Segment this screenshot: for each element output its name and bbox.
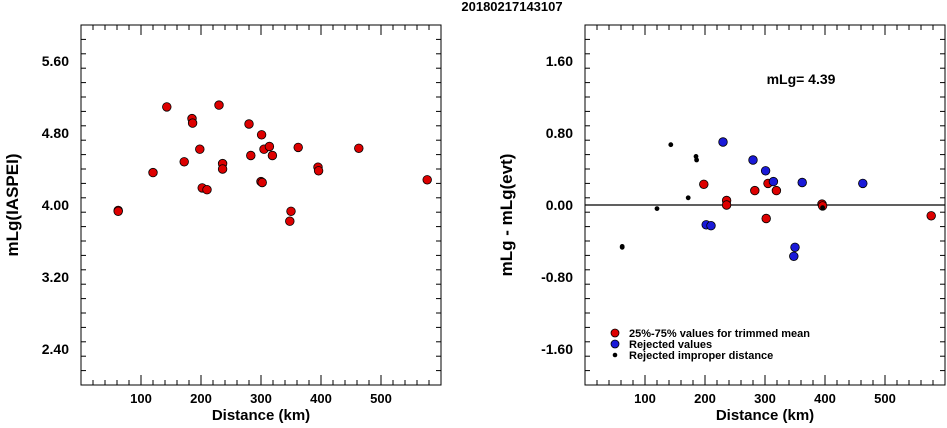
data-point [354, 143, 364, 154]
data-point [797, 177, 807, 188]
x-tick-label: 400 [310, 391, 332, 406]
mlg-annotation: mLg= 4.39 [767, 71, 836, 87]
data-point [257, 177, 267, 188]
right-y-ticks: -1.60 -0.80 0.00 0.80 1.60 [541, 38, 945, 372]
data-point [699, 179, 709, 190]
data-point [179, 157, 189, 167]
data-point [256, 130, 267, 140]
data-point [706, 220, 716, 231]
legend-marker [612, 352, 618, 358]
data-point [748, 155, 758, 165]
data-point [668, 142, 674, 148]
y-tick-label: 1.60 [546, 53, 573, 69]
data-point [293, 142, 303, 153]
data-point [858, 178, 868, 189]
data-point [790, 242, 800, 253]
data-point [768, 176, 779, 187]
data-point [721, 200, 732, 210]
x-tick-label: 300 [250, 391, 272, 406]
y-tick-label: 3.20 [42, 269, 69, 285]
left-x-axis-label: Distance (km) [212, 407, 310, 424]
x-tick-label: 400 [814, 391, 836, 406]
right-panel: 100 200 300 400 500 -1.60 -0.80 0.00 0.80 1.60 m… [497, 24, 946, 424]
right-x-axis-label: Distance (km) [716, 407, 814, 424]
data-point [750, 185, 760, 196]
data-point [217, 164, 228, 174]
data-point [246, 150, 256, 161]
y-tick-label: 4.00 [42, 197, 69, 213]
legend-label: 25%-75% values for trimmed mean [629, 328, 810, 340]
y-tick-label: 4.80 [42, 125, 69, 141]
x-tick-label: 200 [694, 391, 716, 406]
data-point [148, 167, 158, 178]
right-x-ticks: 100 200 300 400 500 [596, 25, 934, 406]
data-point [195, 144, 205, 154]
data-point [113, 206, 123, 217]
page-title: 20180217143107 [461, 0, 562, 14]
left-points [113, 100, 432, 226]
x-tick-label: 100 [130, 391, 152, 406]
legend-label: Rejected improper distance [629, 350, 773, 362]
data-point [685, 195, 691, 201]
data-point [761, 213, 771, 224]
left-y-axis-label: mLg(IASPEI) [3, 154, 22, 257]
data-point [214, 100, 224, 110]
data-point [820, 205, 825, 211]
data-point [267, 150, 278, 161]
legend-marker [610, 339, 620, 349]
data-point [694, 157, 699, 163]
data-point [926, 211, 936, 221]
data-point [202, 184, 212, 195]
y-tick-label: 0.80 [546, 125, 573, 141]
data-point [285, 216, 295, 226]
left-panel: 100 200 300 400 500 2.40 3.20 4.00 4.80 5.60 Dis… [3, 24, 442, 424]
data-point [771, 185, 782, 196]
right-points [619, 137, 936, 261]
x-tick-label: 300 [754, 391, 776, 406]
left-x-ticks: 100 200 300 400 500 [92, 25, 430, 406]
x-tick-label: 100 [634, 391, 656, 406]
data-point [244, 119, 254, 129]
data-point [654, 206, 660, 212]
legend: 25%-75% values for trimmed meanRejected … [610, 328, 810, 362]
data-point [313, 166, 324, 176]
y-tick-label: 2.40 [42, 341, 69, 357]
data-point [162, 102, 172, 112]
data-point [789, 251, 799, 261]
data-point [718, 137, 728, 147]
legend-label: Rejected values [629, 339, 712, 351]
y-tick-label: -1.60 [541, 341, 573, 357]
left-plot-frame [80, 24, 442, 386]
data-point [693, 154, 699, 159]
y-tick-label: 5.60 [42, 53, 69, 69]
legend-marker [610, 328, 620, 338]
x-tick-label: 500 [874, 391, 896, 406]
x-tick-label: 500 [370, 391, 392, 406]
data-point [619, 244, 625, 250]
data-point [760, 166, 771, 176]
right-y-axis-label: mLg - mLg(evt) [497, 154, 516, 277]
data-point [422, 175, 432, 185]
data-point [187, 118, 198, 128]
y-tick-label: -0.80 [541, 269, 573, 285]
data-point [264, 141, 275, 152]
left-y-ticks: 2.40 3.20 4.00 4.80 5.60 [42, 38, 441, 372]
x-tick-label: 200 [190, 391, 212, 406]
y-tick-label: 0.00 [546, 197, 573, 213]
data-point [286, 206, 296, 217]
